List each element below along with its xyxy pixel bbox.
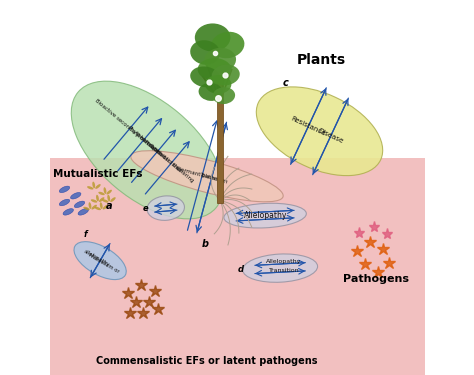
Ellipse shape	[103, 187, 106, 194]
Text: Allelopathy: Allelopathy	[244, 211, 287, 220]
Text: Pathogens: Pathogens	[343, 274, 409, 284]
Ellipse shape	[91, 199, 97, 202]
Ellipse shape	[91, 205, 97, 210]
Ellipse shape	[92, 182, 95, 188]
Ellipse shape	[96, 195, 99, 201]
Ellipse shape	[256, 87, 383, 176]
Ellipse shape	[87, 186, 93, 189]
Ellipse shape	[190, 40, 220, 65]
Ellipse shape	[102, 199, 109, 202]
Ellipse shape	[95, 184, 100, 189]
Ellipse shape	[98, 192, 105, 195]
Ellipse shape	[107, 190, 112, 195]
Text: Mutualistic EFs: Mutualistic EFs	[53, 170, 143, 179]
Ellipse shape	[224, 203, 306, 228]
Ellipse shape	[110, 197, 116, 202]
Ellipse shape	[71, 81, 223, 219]
Ellipse shape	[213, 87, 235, 104]
Text: Tolerance: Tolerance	[199, 172, 225, 183]
Text: d: d	[238, 266, 244, 274]
Ellipse shape	[212, 64, 240, 86]
Ellipse shape	[71, 192, 81, 199]
Ellipse shape	[107, 195, 110, 201]
Ellipse shape	[199, 83, 223, 101]
Ellipse shape	[243, 254, 318, 282]
Text: Symbiotic sheltering: Symbiotic sheltering	[148, 144, 195, 184]
Text: Mutualism or: Mutualism or	[88, 252, 120, 274]
Ellipse shape	[59, 199, 70, 206]
Text: f: f	[83, 230, 87, 239]
Ellipse shape	[211, 32, 245, 58]
Text: Allelopathy: Allelopathy	[266, 259, 301, 264]
Text: allelopathy: allelopathy	[82, 249, 110, 268]
Ellipse shape	[204, 48, 236, 72]
Text: Bioactive secondary metabolites: Bioactive secondary metabolites	[94, 98, 166, 160]
Ellipse shape	[59, 186, 70, 193]
Ellipse shape	[83, 207, 90, 210]
Text: Commensalistic EFs or latent pathogens: Commensalistic EFs or latent pathogens	[96, 356, 318, 366]
Ellipse shape	[78, 209, 89, 215]
Ellipse shape	[131, 151, 283, 202]
Ellipse shape	[89, 202, 91, 209]
Text: Proliferation facilities: Proliferation facilities	[134, 132, 182, 172]
Ellipse shape	[74, 242, 126, 280]
Ellipse shape	[100, 202, 103, 209]
Ellipse shape	[63, 209, 73, 215]
Text: Dormant pathogen: Dormant pathogen	[176, 166, 228, 184]
Ellipse shape	[195, 23, 230, 52]
Text: Resistance: Resistance	[290, 116, 327, 137]
Text: a: a	[106, 201, 113, 211]
Ellipse shape	[95, 207, 101, 210]
Bar	[217, 71, 223, 202]
Ellipse shape	[198, 58, 231, 81]
Bar	[49, 0, 425, 158]
Text: Plants: Plants	[297, 53, 346, 67]
Text: c: c	[283, 78, 289, 87]
Ellipse shape	[103, 205, 108, 210]
Text: e: e	[142, 204, 148, 213]
Ellipse shape	[147, 196, 184, 220]
Ellipse shape	[74, 201, 85, 208]
Ellipse shape	[205, 75, 231, 94]
Text: Phytohormone: Phytohormone	[127, 126, 161, 155]
Text: Transition: Transition	[269, 267, 299, 273]
Bar	[49, 158, 425, 375]
Ellipse shape	[99, 197, 104, 202]
Text: Disease: Disease	[317, 128, 344, 145]
Ellipse shape	[190, 66, 220, 87]
Text: b: b	[201, 239, 209, 249]
